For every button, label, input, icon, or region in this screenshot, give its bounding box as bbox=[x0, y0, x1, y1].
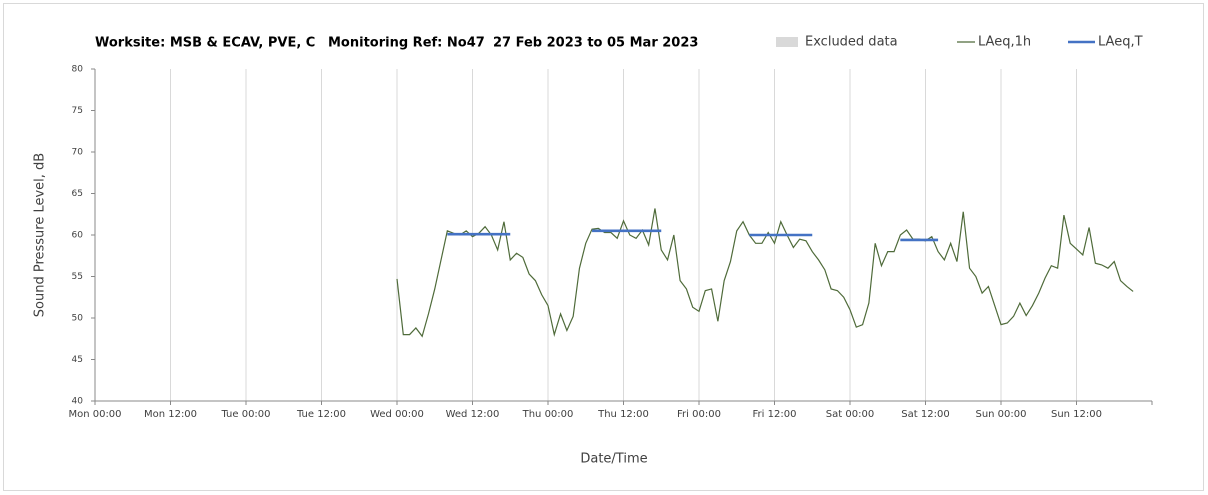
x-tick-label: Mon 12:00 bbox=[144, 409, 197, 420]
y-tick-label: 40 bbox=[72, 397, 84, 407]
x-tick-label: Sun 12:00 bbox=[1051, 409, 1102, 420]
x-tick-label: Wed 00:00 bbox=[370, 409, 424, 420]
chart-title: 27 Feb 2023 to 05 Mar 2023 bbox=[493, 36, 698, 51]
x-tick-label: Fri 12:00 bbox=[753, 409, 797, 420]
x-tick-label: Thu 12:00 bbox=[597, 409, 649, 420]
legend-swatch bbox=[776, 37, 798, 47]
series-line bbox=[396, 208, 1134, 338]
y-tick-label: 50 bbox=[72, 314, 84, 324]
x-tick-label: Sun 00:00 bbox=[975, 409, 1026, 420]
series-line bbox=[447, 229, 939, 242]
x-tick-label: Wed 12:00 bbox=[446, 409, 500, 420]
legend-label: LAeq,1h bbox=[978, 35, 1031, 50]
y-tick-label: 75 bbox=[72, 106, 83, 116]
chart-title: Worksite: MSB & ECAV, PVE, C bbox=[95, 36, 315, 51]
x-tick-label: Sat 00:00 bbox=[826, 409, 874, 420]
y-tick-label: 70 bbox=[72, 148, 84, 158]
x-tick-label: Fri 00:00 bbox=[677, 409, 721, 420]
x-tick-label: Thu 00:00 bbox=[522, 409, 574, 420]
y-tick-label: 80 bbox=[72, 65, 84, 75]
chart-title: Monitoring Ref: No47 bbox=[328, 36, 485, 51]
x-tick-label: Sat 12:00 bbox=[901, 409, 949, 420]
y-tick-label: 60 bbox=[72, 231, 84, 241]
legend-label: Excluded data bbox=[805, 35, 898, 50]
x-tick-label: Tue 00:00 bbox=[220, 409, 270, 420]
x-tick-label: Mon 00:00 bbox=[68, 409, 121, 420]
x-axis-label: Date/Time bbox=[580, 452, 647, 467]
legend-label: LAeq,T bbox=[1098, 35, 1143, 50]
x-tick-label: Tue 12:00 bbox=[296, 409, 346, 420]
chart-border bbox=[3, 3, 1204, 491]
y-tick-label: 45 bbox=[72, 355, 83, 365]
y-axis-label: Sound Pressure Level, dB bbox=[33, 153, 48, 317]
y-tick-label: 55 bbox=[72, 272, 83, 282]
y-tick-label: 65 bbox=[72, 189, 83, 199]
